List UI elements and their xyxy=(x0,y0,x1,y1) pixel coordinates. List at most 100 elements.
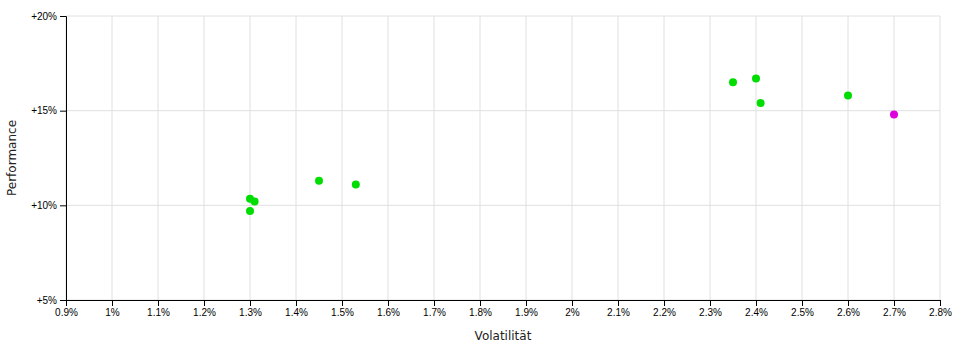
tick-label: 2.3% xyxy=(699,307,722,318)
tick-mark xyxy=(710,300,711,306)
point xyxy=(315,177,323,185)
point xyxy=(890,110,898,118)
tick-mark xyxy=(756,300,757,306)
grid-line xyxy=(848,16,849,300)
tick-mark xyxy=(204,300,205,306)
y-axis-title: Performance xyxy=(5,120,19,196)
grid-line xyxy=(802,16,803,300)
tick-mark xyxy=(60,300,66,301)
tick-mark xyxy=(618,300,619,306)
tick-label: 1.1% xyxy=(147,307,170,318)
point xyxy=(752,74,760,82)
tick-mark xyxy=(112,300,113,306)
tick-label: 2.1% xyxy=(607,307,630,318)
tick: 2.1% xyxy=(607,300,630,318)
grid-line xyxy=(388,16,389,300)
series xyxy=(246,74,852,215)
tick-label: +5% xyxy=(37,295,57,306)
point xyxy=(352,181,360,189)
tick-mark xyxy=(60,205,66,206)
tick-label: +15% xyxy=(31,105,57,116)
axis-line xyxy=(67,301,941,307)
tick: 1.4% xyxy=(285,300,308,318)
tick-label: 1% xyxy=(105,307,120,318)
point xyxy=(251,198,259,206)
tick: 0.9% xyxy=(55,300,78,318)
axis-line xyxy=(60,17,67,301)
point xyxy=(729,78,737,86)
grid-line xyxy=(112,16,113,300)
tick: +5% xyxy=(37,295,66,306)
grid-line xyxy=(710,16,711,300)
grid-line xyxy=(158,16,159,300)
tick-label: 1.4% xyxy=(285,307,308,318)
grid-line xyxy=(526,16,527,300)
tick-label: 1.2% xyxy=(193,307,216,318)
tick-label: 2.7% xyxy=(883,307,906,318)
tick-mark xyxy=(480,300,481,306)
tick: 1.8% xyxy=(469,300,492,318)
grid-line xyxy=(572,16,573,300)
tick-label: +20% xyxy=(31,11,57,22)
tick: +15% xyxy=(31,105,66,116)
grid-line xyxy=(756,16,757,300)
tick-mark xyxy=(894,300,895,306)
tick: 2.8% xyxy=(929,300,952,318)
grid-line xyxy=(434,16,435,300)
grid-line xyxy=(204,16,205,300)
tick: 1.3% xyxy=(239,300,262,318)
tick-label: 1.5% xyxy=(331,307,354,318)
tick-label: 1.6% xyxy=(377,307,400,318)
points xyxy=(246,74,898,215)
tick: 2.6% xyxy=(837,300,860,318)
tick: 1.5% xyxy=(331,300,354,318)
series xyxy=(890,110,898,118)
tick: 1.6% xyxy=(377,300,400,318)
tick-label: 2.2% xyxy=(653,307,676,318)
tick: +10% xyxy=(31,200,66,211)
tick-label: 1.8% xyxy=(469,307,492,318)
tick-mark xyxy=(848,300,849,306)
tick-mark xyxy=(60,16,66,17)
tick: 2.5% xyxy=(791,300,814,318)
tick: 1.9% xyxy=(515,300,538,318)
tick-mark xyxy=(526,300,527,306)
tick: 2.2% xyxy=(653,300,676,318)
grid-line xyxy=(66,205,940,206)
point xyxy=(246,207,254,215)
tick-mark xyxy=(388,300,389,306)
grid-line xyxy=(940,16,941,300)
grid-line xyxy=(296,16,297,300)
tick-label: +10% xyxy=(31,200,57,211)
tick-label: 2.5% xyxy=(791,307,814,318)
tick: 1.7% xyxy=(423,300,446,318)
tick: 2.7% xyxy=(883,300,906,318)
tick: 2% xyxy=(565,300,580,318)
x-axis-title: Volatilität xyxy=(475,329,532,343)
tick: 1% xyxy=(105,300,120,318)
tick-label: 2% xyxy=(565,307,580,318)
tick-mark xyxy=(60,111,66,112)
tick-label: 1.7% xyxy=(423,307,446,318)
grid-line xyxy=(66,16,940,17)
tick-label: 1.3% xyxy=(239,307,262,318)
tick: 1.2% xyxy=(193,300,216,318)
grid-line xyxy=(66,110,940,111)
tick: 2.4% xyxy=(745,300,768,318)
tick-mark xyxy=(158,300,159,306)
tick-label: 2.6% xyxy=(837,307,860,318)
tick-label: 2.8% xyxy=(929,307,952,318)
grid-line xyxy=(342,16,343,300)
plot: 0.9% 1% 1.1% 1.2% 1.3% 1.4% 1.5% 1.6% 1.7% 1.8% 1.… xyxy=(31,11,952,318)
tick-mark xyxy=(664,300,665,306)
tick-label: 2.4% xyxy=(745,307,768,318)
grid xyxy=(66,16,940,300)
point xyxy=(757,99,765,107)
tick-mark xyxy=(296,300,297,306)
x-axis: 0.9% 1% 1.1% 1.2% 1.3% 1.4% 1.5% 1.6% 1.7% 1.8% 1.… xyxy=(55,300,952,318)
tick-mark xyxy=(250,300,251,306)
tick-mark xyxy=(802,300,803,306)
grid-line xyxy=(480,16,481,300)
tick-mark xyxy=(434,300,435,306)
tick: 2.3% xyxy=(699,300,722,318)
